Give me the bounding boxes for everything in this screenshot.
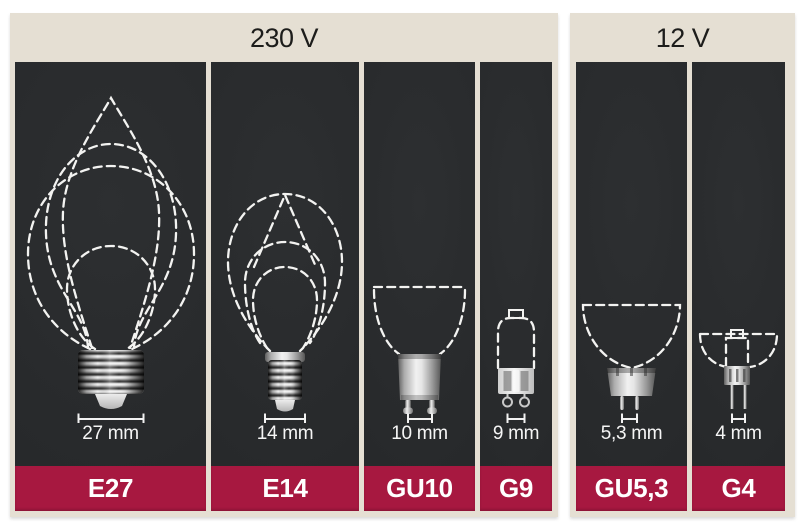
socket-name-g4: G4 <box>692 466 785 511</box>
socket-name-e14: E14 <box>211 466 359 511</box>
socket-name-e27: E27 <box>15 466 206 511</box>
bulb-outline-flame <box>61 95 161 350</box>
panel-art-e14: 14 mm <box>211 62 359 466</box>
measure-line-gu53 <box>621 413 638 423</box>
panel-g4: 4 mm G4 <box>692 62 785 511</box>
measure-line-g4 <box>731 413 746 423</box>
bulb-outline-classic <box>44 142 178 350</box>
diameter-label-e14: 14 mm <box>256 423 314 444</box>
panel-e14: 14 mm E14 <box>211 62 359 511</box>
panel-gu10: 10 mm GU10 <box>364 62 475 511</box>
diameter-label-g4: 4 mm <box>715 423 762 444</box>
bulb-outline-reflector <box>581 303 682 370</box>
diameter-label-e27: 27 mm <box>82 423 139 444</box>
g9-bulb-drawing <box>496 309 536 423</box>
socket-name-g9: G9 <box>480 466 552 511</box>
bulb-outline-capsule <box>496 316 536 370</box>
measure-line-gu10 <box>407 413 433 423</box>
diameter-label-gu10: 10 mm <box>391 423 448 444</box>
panel-e27: 27 mm E27 <box>15 62 206 511</box>
bulb-outline-drop-large <box>243 240 327 345</box>
e14-screw-base <box>265 352 305 412</box>
bulb-outline-mini-globe <box>65 244 157 351</box>
measure-line-e27 <box>77 413 145 423</box>
gu10-bulb-drawing <box>372 285 467 423</box>
e14-bulb-drawing <box>226 192 344 423</box>
panel-art-gu53: 5,3 mm <box>576 62 687 466</box>
bulb-outline-drop-small <box>251 265 319 350</box>
panel-g9: 9 mm G9 <box>480 62 552 511</box>
diameter-label-gu53: 5,3 mm <box>600 423 663 444</box>
bulb-outline-capsule <box>724 336 750 368</box>
panel-art-e27: 27 mm <box>15 62 206 466</box>
bulb-outline-reflector <box>698 332 779 369</box>
gu53-base <box>607 368 656 410</box>
panels-row-230v: 27 mm E27 <box>10 62 558 511</box>
gu10-base <box>398 354 441 414</box>
e27-bulb-drawing <box>26 95 196 423</box>
panel-art-g4: 4 mm <box>692 62 785 466</box>
measure-line-e14 <box>264 413 306 423</box>
g4-base <box>724 366 750 409</box>
bulb-outline-candle-tip <box>252 192 318 269</box>
g4-bulb-drawing <box>698 329 779 423</box>
socket-name-gu10: GU10 <box>364 466 475 511</box>
panel-art-g9: 9 mm <box>480 62 552 466</box>
socket-name-gu53: GU5,3 <box>576 466 687 511</box>
voltage-header-230v: 230 V <box>249 23 319 53</box>
gu53-bulb-drawing <box>581 303 682 423</box>
bulb-outline-reflector <box>372 285 467 356</box>
panel-gu53: 5,3 mm GU5,3 <box>576 62 687 511</box>
panels-row-12v: 5,3 mm GU5,3 <box>570 62 795 511</box>
g9-base <box>498 368 534 408</box>
diameter-label-g9: 9 mm <box>492 423 540 444</box>
measure-line-g9 <box>506 413 526 423</box>
voltage-group-12v: 12 V <box>570 13 795 517</box>
voltage-header-12v: 12 V <box>655 23 710 53</box>
capsule-tip-outline <box>508 309 524 319</box>
voltage-group-230v: 230 V <box>10 13 558 517</box>
panel-art-gu10: 10 mm <box>364 62 475 466</box>
e27-screw-base <box>78 350 144 409</box>
bulb-outline-globe <box>26 164 196 351</box>
bulb-outline-onion <box>226 192 344 353</box>
